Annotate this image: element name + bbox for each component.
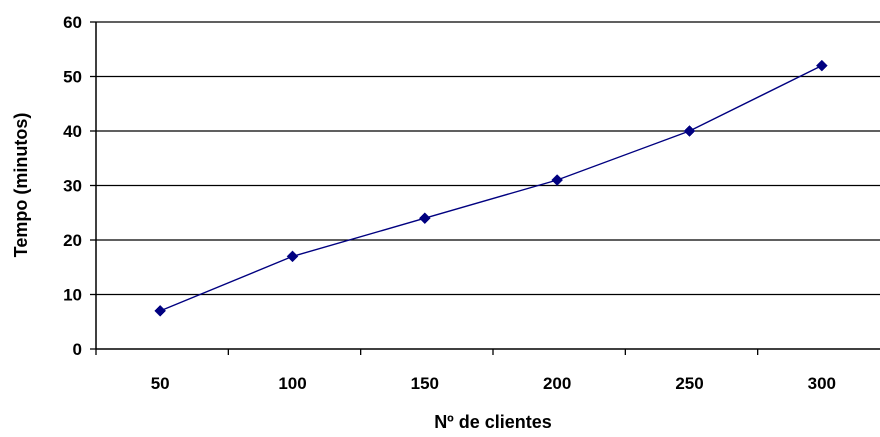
x-tick-label: 150 [411, 374, 439, 393]
y-tick-label: 50 [63, 68, 82, 87]
data-point-marker [815, 59, 828, 72]
y-axis-title: Tempo (minutos) [11, 113, 31, 258]
series-group [154, 59, 828, 317]
data-point-marker [418, 212, 431, 225]
data-point-marker [551, 174, 564, 186]
data-point-marker [154, 304, 167, 317]
y-tick-label: 20 [63, 231, 82, 250]
x-axis-title: Nº de clientes [434, 412, 552, 432]
data-point-marker [286, 250, 299, 263]
x-tick-label: 100 [278, 374, 306, 393]
y-tick-labels: 0 10 20 30 40 50 60 [63, 13, 82, 359]
y-tick-label: 0 [73, 340, 82, 359]
axis-ticks [90, 21, 759, 355]
y-tick-label: 10 [63, 286, 82, 305]
y-tick-label: 40 [63, 122, 82, 141]
x-tick-labels: 50 100 150 200 250 300 [151, 374, 836, 393]
x-tick-label: 250 [675, 374, 703, 393]
x-tick-label: 200 [543, 374, 571, 393]
x-tick-label: 300 [808, 374, 836, 393]
y-tick-label: 60 [63, 13, 82, 32]
y-tick-label: 30 [63, 177, 82, 196]
data-point-marker [683, 125, 696, 137]
x-tick-label: 50 [151, 374, 170, 393]
gridlines [96, 21, 880, 296]
series-line [159, 64, 823, 312]
